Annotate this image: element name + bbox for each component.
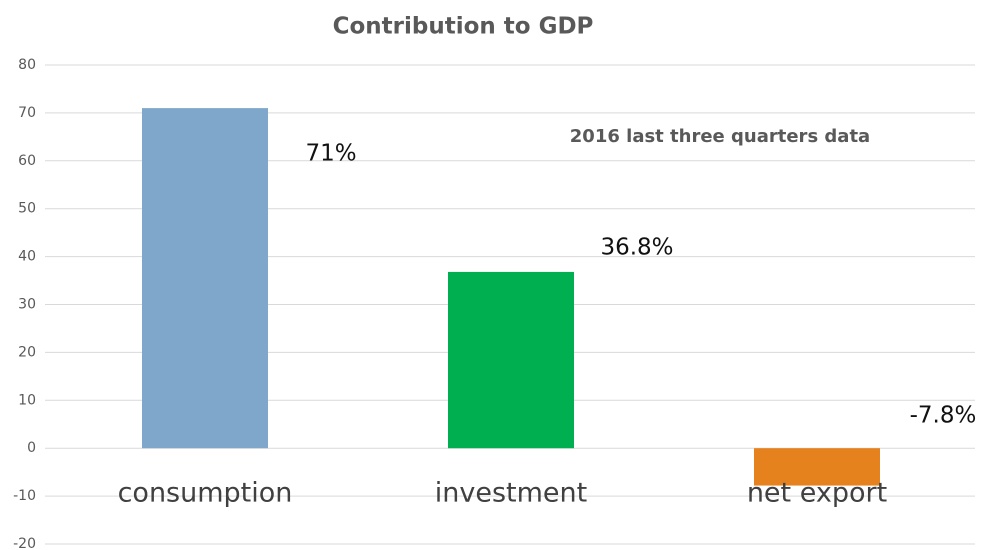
y-tick-label: -20	[13, 536, 36, 550]
y-tick-label: 10	[18, 392, 36, 408]
x-tick-label: consumption	[118, 478, 293, 509]
y-tick-label: 20	[18, 344, 36, 360]
y-tick-label: 80	[18, 57, 36, 73]
bar	[448, 271, 574, 449]
y-tick-label: -10	[13, 488, 36, 504]
y-tick-label: 50	[18, 201, 36, 217]
chart-title: Contribution to GDP	[333, 14, 594, 40]
y-tick-label: 0	[27, 440, 36, 456]
x-tick-label: net export	[747, 478, 887, 509]
data-label: -7.8%	[910, 403, 977, 429]
data-label: 71%	[305, 141, 356, 167]
x-tick-label: investment	[435, 478, 587, 509]
y-tick-label: 40	[18, 249, 36, 265]
y-tick-label: 60	[18, 153, 36, 169]
data-label: 36.8%	[600, 234, 673, 260]
y-tick-label: 30	[18, 297, 36, 313]
bar	[754, 448, 880, 486]
y-tick-label: 70	[18, 105, 36, 121]
bar	[142, 108, 268, 449]
annotation: 2016 last three quarters data	[570, 126, 870, 147]
